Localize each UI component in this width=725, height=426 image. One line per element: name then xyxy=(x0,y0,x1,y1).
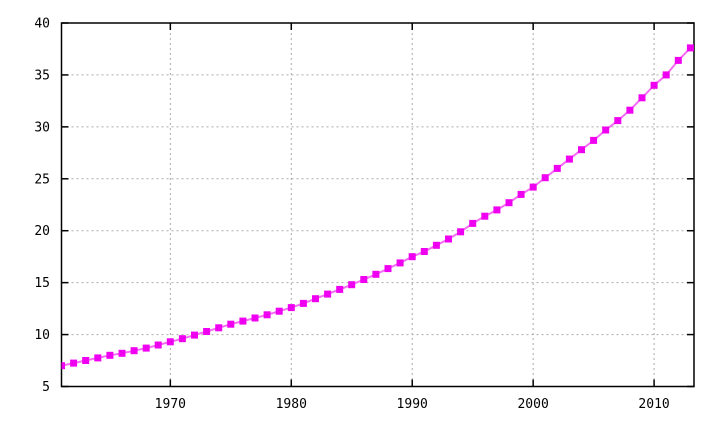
data-point-marker xyxy=(626,106,634,114)
data-point-marker xyxy=(372,270,380,278)
data-point-marker xyxy=(94,354,102,362)
data-point-marker xyxy=(215,324,223,332)
data-point-marker xyxy=(227,320,235,328)
data-point-marker xyxy=(553,164,561,172)
y-axis-tick-label: 30 xyxy=(34,120,50,135)
data-point-marker xyxy=(650,81,658,89)
data-point-marker xyxy=(614,117,622,125)
data-point-marker xyxy=(203,328,211,335)
data-point-marker xyxy=(263,311,271,319)
data-point-marker xyxy=(529,183,537,191)
data-point-marker xyxy=(130,347,138,355)
data-point-marker xyxy=(324,290,332,298)
data-point-marker xyxy=(61,362,65,370)
x-axis-tick-label: 2010 xyxy=(638,397,669,412)
x-axis-tick-label: 2000 xyxy=(517,397,548,412)
data-point-marker xyxy=(517,190,525,198)
data-point-marker xyxy=(106,351,114,359)
data-point-marker xyxy=(142,344,150,352)
data-point-marker xyxy=(396,259,404,267)
data-point-marker xyxy=(360,276,368,283)
data-point-marker xyxy=(178,335,186,343)
data-point-marker xyxy=(275,307,283,315)
data-point-marker xyxy=(166,338,174,346)
y-axis-tick-label: 10 xyxy=(34,328,50,343)
y-axis-tick-label: 25 xyxy=(34,172,50,187)
data-point-marker xyxy=(493,206,501,214)
data-point-marker xyxy=(348,281,356,289)
data-point-marker xyxy=(287,304,295,312)
data-point-marker xyxy=(638,94,646,102)
data-point-marker xyxy=(505,199,513,207)
data-point-marker xyxy=(481,212,489,220)
data-point-marker xyxy=(662,71,670,79)
data-point-marker xyxy=(299,299,307,307)
data-point-marker xyxy=(239,317,247,325)
data-point-marker xyxy=(457,228,465,236)
y-axis-tick-label: 5 xyxy=(42,380,50,395)
y-axis-tick-label: 40 xyxy=(34,17,50,32)
y-axis-tick-label: 15 xyxy=(34,276,50,291)
data-point-marker xyxy=(602,126,610,134)
data-point-marker xyxy=(408,253,416,261)
data-point-marker xyxy=(336,285,344,293)
data-point-marker xyxy=(590,136,598,144)
data-point-marker xyxy=(686,44,694,52)
data-point-marker xyxy=(384,265,392,273)
data-point-marker xyxy=(154,341,162,349)
y-axis-tick-label: 20 xyxy=(34,224,50,239)
data-point-marker xyxy=(312,295,319,303)
data-point-marker xyxy=(251,314,259,322)
data-point-marker xyxy=(674,56,682,64)
data-point-marker xyxy=(541,174,549,182)
data-point-marker xyxy=(469,219,477,227)
data-point-marker xyxy=(118,349,126,357)
y-axis-tick-label: 35 xyxy=(34,68,50,83)
data-point-marker xyxy=(578,146,585,154)
data-point-marker xyxy=(445,235,452,243)
data-point-marker xyxy=(420,248,428,255)
data-point-marker xyxy=(432,241,440,249)
data-point-marker xyxy=(191,331,198,339)
x-axis-tick-label: 1970 xyxy=(155,397,186,412)
data-point-marker xyxy=(565,155,573,163)
data-point-marker xyxy=(70,359,78,367)
data-point-marker xyxy=(82,357,90,364)
x-axis-tick-label: 1980 xyxy=(276,397,307,412)
x-axis-tick-label: 1990 xyxy=(397,397,428,412)
plot-border xyxy=(60,22,695,388)
